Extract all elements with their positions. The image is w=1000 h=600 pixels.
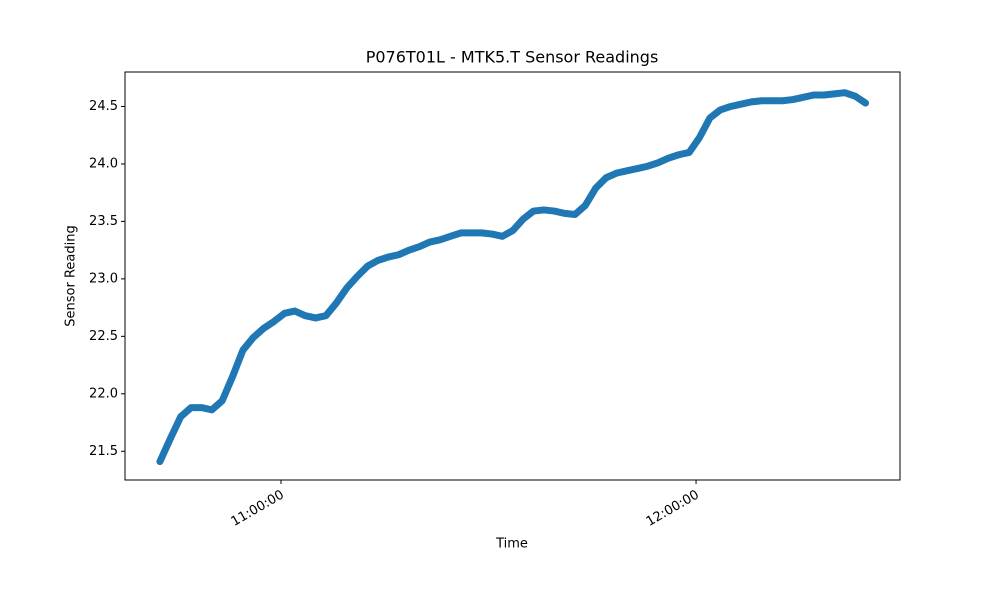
y-tick-label: 22.5 [89,329,118,344]
y-tick-label: 22.0 [89,386,118,401]
y-tick-label: 24.0 [89,156,118,171]
y-tick-label: 23.5 [89,214,118,229]
chart-title: P076T01L - MTK5.T Sensor Readings [366,48,659,67]
y-tick-label: 24.5 [89,99,118,114]
data-line [156,89,870,466]
x-tick-label: 11:00:00 [229,488,287,530]
y-tick-label: 23.0 [89,271,118,286]
x-axis-label: Time [495,537,528,552]
x-tick-label: 12:00:00 [644,488,702,530]
plot-frame [124,71,901,481]
y-tick-label: 21.5 [89,444,118,459]
y-axis-label: Sensor Reading [64,225,79,326]
